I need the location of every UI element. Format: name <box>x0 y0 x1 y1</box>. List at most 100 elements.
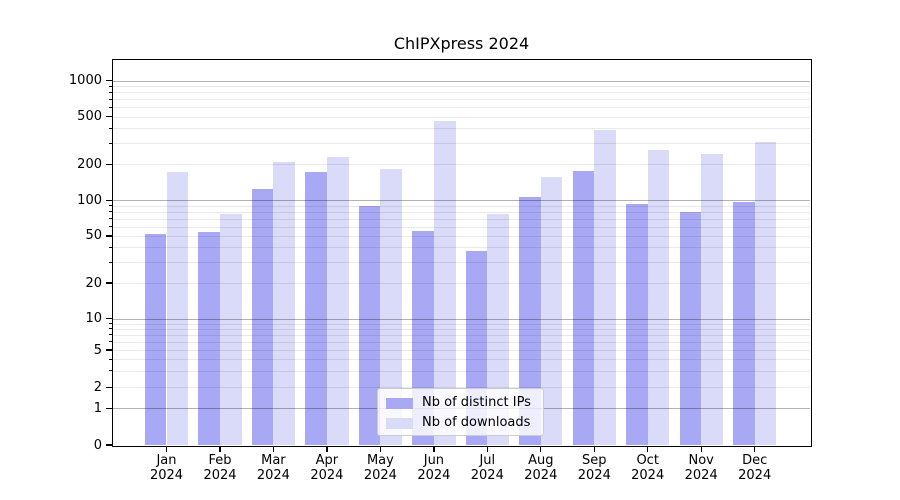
x-tick-label-feb: Feb 2024 <box>203 452 237 484</box>
bar-distinct-ips-mar <box>251 188 274 445</box>
gridline-minor-60 <box>113 226 810 228</box>
bar-downloads-nov <box>701 154 723 445</box>
gridline-major-1000 <box>113 80 810 82</box>
bar-downloads-aug <box>540 176 563 445</box>
gridline-minor-50 <box>113 235 810 237</box>
bar-distinct-ips-sep <box>572 170 595 445</box>
legend: Nb of distinct IPs Nb of downloads <box>377 388 544 436</box>
x-tick-jan <box>165 446 168 452</box>
bar-distinct-ips-apr <box>305 171 327 445</box>
x-tick-label-mar: Mar 2024 <box>256 452 290 484</box>
x-tick-dec <box>754 446 756 452</box>
gridline-minor-6 <box>113 341 810 343</box>
y-tick-label-500: 500 <box>77 109 102 125</box>
y-minor-tick-400 <box>108 127 112 129</box>
y-minor-tick-6 <box>108 341 112 343</box>
x-tick-mar <box>272 446 275 452</box>
y-minor-tick-40 <box>108 246 112 248</box>
y-minor-tick-300 <box>108 142 112 144</box>
bar-distinct-ips-may <box>358 205 381 445</box>
x-tick-nov <box>700 446 702 452</box>
x-tick-label-may: May 2024 <box>363 452 397 484</box>
gridline-minor-4 <box>113 359 810 361</box>
y-minor-tick-7 <box>108 334 112 336</box>
x-tick-jul <box>486 446 488 452</box>
x-tick-sep <box>593 446 595 452</box>
bar-downloads-dec <box>754 142 777 445</box>
y-tick-label-1000: 1000 <box>68 73 102 89</box>
bar-downloads-jan <box>166 171 189 445</box>
y-tick-20 <box>106 282 112 284</box>
gridline-major-10 <box>113 318 810 320</box>
bar-downloads-apr <box>326 156 349 445</box>
x-tick-label-jan: Jan 2024 <box>149 452 184 484</box>
y-tick-0 <box>106 444 112 446</box>
y-tick-label-5: 5 <box>93 342 102 358</box>
legend-item-downloads: Nb of downloads <box>378 413 543 433</box>
gridline-minor-8 <box>113 328 810 330</box>
y-tick-500 <box>106 116 112 118</box>
bar-downloads-jul <box>487 213 509 445</box>
x-tick-label-nov: Nov 2024 <box>684 452 718 484</box>
y-minor-tick-8 <box>108 328 112 330</box>
gridline-minor-600 <box>113 107 810 109</box>
bar-downloads-mar <box>273 161 296 445</box>
y-minor-tick-4 <box>108 358 112 360</box>
y-minor-tick-90 <box>108 205 112 207</box>
gridline-minor-20 <box>113 283 810 285</box>
x-tick-may <box>379 446 382 452</box>
legend-label-downloads: Nb of downloads <box>422 415 531 430</box>
gridline-minor-700 <box>113 99 810 101</box>
y-minor-tick-700 <box>108 98 112 100</box>
gridline-minor-300 <box>113 143 810 145</box>
y-tick-5 <box>106 349 112 351</box>
y-tick-label-20: 20 <box>85 275 102 291</box>
gridline-minor-5 <box>113 350 810 351</box>
bar-distinct-ips-aug <box>519 196 541 445</box>
chart-title: ChIPXpress 2024 <box>393 34 530 53</box>
x-tick-label-sep: Sep 2024 <box>577 452 611 484</box>
y-tick-1 <box>106 407 112 409</box>
bar-downloads-may <box>380 168 403 445</box>
y-minor-tick-800 <box>108 91 112 93</box>
gridline-minor-7 <box>113 334 810 336</box>
y-tick-label-2: 2 <box>93 379 102 395</box>
gridline-minor-400 <box>113 128 810 130</box>
gridline-minor-2 <box>113 387 810 389</box>
y-tick-2 <box>106 386 112 388</box>
bar-downloads-sep <box>594 130 616 445</box>
gridline-minor-900 <box>113 86 810 88</box>
y-minor-tick-70 <box>108 218 112 220</box>
x-tick-label-apr: Apr 2024 <box>310 452 344 484</box>
bar-distinct-ips-dec <box>733 201 755 445</box>
gridline-minor-9 <box>113 323 810 325</box>
bar-downloads-feb <box>220 213 242 445</box>
x-tick-aug <box>540 446 542 452</box>
x-tick-apr <box>326 446 328 452</box>
legend-swatch-distinct-ips <box>386 397 413 409</box>
x-tick-label-oct: Oct 2024 <box>631 452 665 484</box>
y-minor-tick-80 <box>108 211 112 213</box>
legend-swatch-downloads <box>386 417 413 429</box>
x-tick-oct <box>647 446 649 452</box>
gridline-minor-90 <box>113 205 810 207</box>
y-tick-50 <box>106 235 112 237</box>
y-minor-tick-9 <box>108 323 112 324</box>
x-tick-label-dec: Dec 2024 <box>738 452 772 484</box>
gridline-major-100 <box>113 200 810 202</box>
y-minor-tick-600 <box>108 106 112 108</box>
y-tick-label-50: 50 <box>85 228 102 244</box>
bar-distinct-ips-jan <box>144 233 167 445</box>
y-minor-tick-60 <box>108 226 112 228</box>
bar-downloads-oct <box>647 150 670 445</box>
y-minor-tick-30 <box>108 261 112 263</box>
y-tick-label-1: 1 <box>93 400 102 416</box>
y-tick-label-0: 0 <box>93 437 102 453</box>
bar-downloads-jun <box>433 121 456 445</box>
y-tick-100 <box>106 199 112 201</box>
bar-distinct-ips-feb <box>198 232 220 445</box>
y-minor-tick-3 <box>108 370 112 372</box>
y-tick-10 <box>106 318 112 320</box>
x-tick-jun <box>433 446 435 452</box>
